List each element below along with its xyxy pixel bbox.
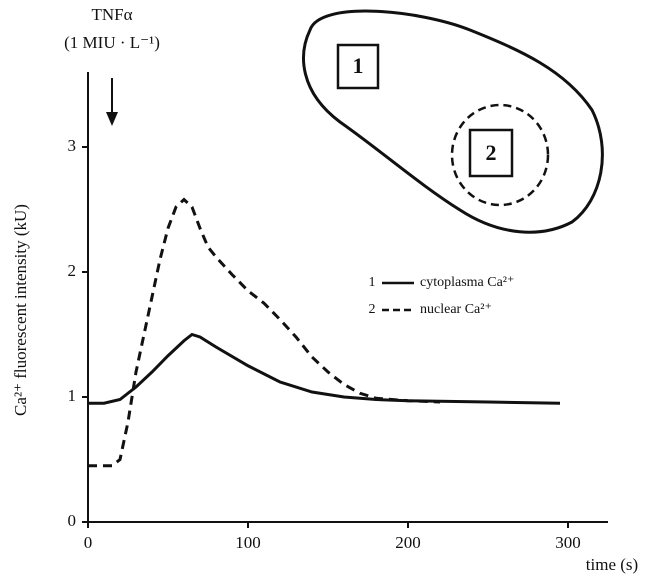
- region-label: 1: [353, 53, 364, 78]
- y-axis-label: Ca²⁺ fluorescent intensity (kU): [11, 204, 30, 416]
- y-tick-label: 1: [68, 386, 77, 405]
- legend-key: 1: [369, 275, 376, 290]
- legend-label: cytoplasma Ca²⁺: [420, 275, 514, 290]
- region-label: 2: [486, 140, 497, 165]
- x-tick-label: 0: [84, 533, 93, 552]
- x-tick-label: 300: [555, 533, 581, 552]
- region-box: [468, 128, 514, 178]
- series-line: [88, 197, 441, 468]
- annotation: (1 MIU · L⁻¹): [64, 33, 160, 52]
- region-box: [336, 43, 380, 90]
- y-tick-label: 3: [68, 136, 77, 155]
- annotation: TNFα: [91, 5, 132, 24]
- nucleus-outline: [450, 103, 550, 207]
- x-axis-label: time (s): [586, 555, 638, 574]
- legend-label: nuclear Ca²⁺: [420, 302, 492, 317]
- legend-key: 2: [369, 302, 376, 317]
- x-tick-label: 200: [395, 533, 421, 552]
- arrow-head: [106, 112, 118, 126]
- cell-outline: [302, 9, 604, 234]
- y-tick-label: 2: [68, 261, 77, 280]
- y-tick-label: 0: [68, 511, 77, 530]
- x-tick-label: 100: [235, 533, 261, 552]
